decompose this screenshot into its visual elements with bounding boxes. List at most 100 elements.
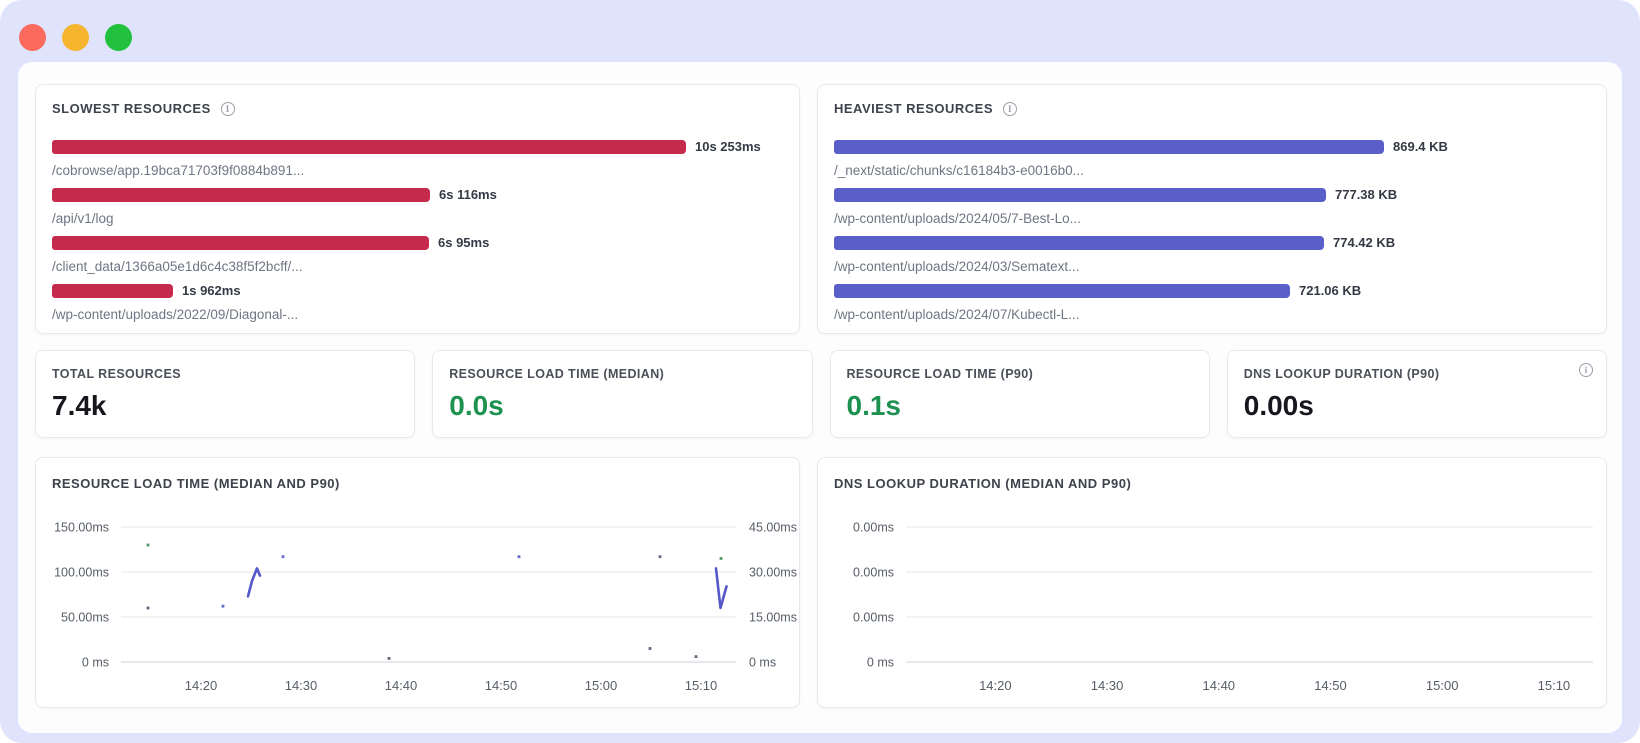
x-axis-tick-label: 14:50 <box>485 678 518 693</box>
left-axis-tick-label: 150.00ms <box>54 521 109 535</box>
left-axis-tick-label: 0 ms <box>867 656 894 670</box>
stat-value: 0.0s <box>449 390 504 421</box>
slowest-bar-list: 10s 253ms/cobrowse/app.19bca71703f9f0884… <box>52 139 783 331</box>
x-axis-tick-label: 14:40 <box>385 678 418 693</box>
zoom-window-button[interactable] <box>105 24 132 51</box>
x-axis-tick-label: 14:50 <box>1314 678 1347 693</box>
bar-value-label: 721.06 KB <box>1299 283 1362 298</box>
bar-row: 777.38 KB <box>834 187 1590 202</box>
chart-data-point <box>387 657 391 660</box>
resource-url[interactable]: /wp-content/uploads/2022/09/Diagonal-... <box>52 307 299 322</box>
resource-bar[interactable] <box>52 187 430 202</box>
x-axis-tick-label: 15:00 <box>585 678 618 693</box>
bar-row: 1s 962ms <box>52 283 783 298</box>
resource-bar[interactable] <box>834 187 1326 202</box>
chart-data-point <box>221 604 225 608</box>
stat-card-dns-lookup-duration-p90: DNS LOOKUP DURATION (P90) 0.00s i <box>1226 350 1607 438</box>
stat-card-resource-load-time-median: RESOURCE LOAD TIME (MEDIAN) 0.0s <box>432 350 813 438</box>
close-window-button[interactable] <box>19 24 46 51</box>
left-axis-tick-label: 50.00ms <box>61 611 109 625</box>
window-controls <box>19 24 132 51</box>
dashboard-panel: SLOWEST RESOURCES i 10s 253ms/cobrowse/a… <box>18 62 1622 733</box>
chart-title: DNS LOOKUP DURATION (MEDIAN AND P90) <box>834 476 1131 491</box>
resource-bar-item: 6s 116ms/api/v1/log <box>52 187 783 235</box>
resource-url[interactable]: /wp-content/uploads/2024/05/7-Best-Lo... <box>834 211 1081 226</box>
dns-lookup-duration-chart-card: DNS LOOKUP DURATION (MEDIAN AND P90) 0.0… <box>817 457 1607 708</box>
panel-title-text: SLOWEST RESOURCES <box>52 101 211 116</box>
resource-load-time-chart: 150.00ms 45.00ms 100.00ms 30.00ms 50.00ms 15.… <box>54 521 797 694</box>
info-icon[interactable]: i <box>1579 363 1593 377</box>
stat-title: TOTAL RESOURCES <box>52 367 181 381</box>
resource-url[interactable]: /cobrowse/app.19bca71703f9f0884b891... <box>52 163 305 178</box>
stat-value: 7.4k <box>52 390 107 421</box>
resource-bar[interactable] <box>834 139 1384 154</box>
right-axis-tick-label: 45.00ms <box>749 521 797 535</box>
panel-title-text: HEAVIEST RESOURCES <box>834 101 994 116</box>
resource-bar[interactable] <box>834 283 1290 298</box>
x-axis-tick-label: 15:00 <box>1426 678 1459 693</box>
resource-bar[interactable] <box>52 139 686 154</box>
bar-value-label: 6s 116ms <box>439 187 497 202</box>
chart-line-segment <box>714 567 728 610</box>
resource-bar-item: 774.42 KB/wp-content/uploads/2024/03/Sem… <box>834 235 1590 283</box>
x-axis-tick-label: 14:30 <box>285 678 318 693</box>
resource-load-time-chart-card: RESOURCE LOAD TIME (MEDIAN AND P90) 150.… <box>35 457 800 708</box>
right-axis-tick-label: 15.00ms <box>749 611 797 625</box>
stats-row: TOTAL RESOURCES 7.4k RESOURCE LOAD TIME (M… <box>35 350 1607 438</box>
chart-line-segment <box>246 567 262 598</box>
resource-url[interactable]: /_next/static/chunks/c16184b3-e0016b0... <box>834 163 1084 178</box>
stat-title: RESOURCE LOAD TIME (P90) <box>846 367 1034 381</box>
heaviest-resources-title: HEAVIEST RESOURCES i <box>834 101 1590 116</box>
x-axis-tick-label: 15:10 <box>685 678 718 693</box>
right-axis-tick-label: 30.00ms <box>749 566 797 580</box>
resource-bar-item: 721.06 KB/wp-content/uploads/2024/07/Kub… <box>834 283 1590 331</box>
stat-title: DNS LOOKUP DURATION (P90) <box>1243 367 1440 381</box>
stat-card-total-resources: TOTAL RESOURCES 7.4k <box>35 350 416 438</box>
slowest-resources-card: SLOWEST RESOURCES i 10s 253ms/cobrowse/a… <box>35 84 800 334</box>
dns-lookup-duration-chart: 0.00ms 0.00ms 0.00ms 0 ms 14:20 14:30 14:40 14:… <box>853 521 1593 693</box>
chart-data-point <box>517 555 521 559</box>
resource-bar[interactable] <box>834 235 1324 250</box>
resource-url[interactable]: /wp-content/uploads/2024/03/Sematext... <box>834 259 1080 274</box>
bar-row: 774.42 KB <box>834 235 1590 250</box>
resource-url[interactable]: /api/v1/log <box>52 211 114 226</box>
chart-data-point <box>648 647 652 650</box>
left-axis-tick-label: 0.00ms <box>853 521 894 535</box>
x-axis-tick-label: 14:20 <box>979 678 1012 693</box>
resource-bar-item: 869.4 KB /_next/static/chunks/c16184b3-e0… <box>834 139 1590 187</box>
info-icon[interactable]: i <box>1003 101 1018 116</box>
resource-bar-item: 1s 962ms/wp-content/uploads/2022/09/Diag… <box>52 283 783 331</box>
bar-value-label: 774.42 KB <box>1333 235 1396 250</box>
chart-data-point <box>146 606 150 610</box>
resource-bar[interactable] <box>52 283 173 298</box>
stat-value: 0.00s <box>1243 390 1314 421</box>
chart-data-point <box>719 557 723 560</box>
left-axis-tick-label: 0 ms <box>82 656 109 670</box>
resource-url[interactable]: /wp-content/uploads/2024/07/Kubectl-L... <box>834 307 1080 322</box>
minimize-window-button[interactable] <box>62 24 89 51</box>
info-icon[interactable]: i <box>220 101 235 116</box>
left-axis-tick-label: 100.00ms <box>54 566 109 580</box>
bar-value-label: 10s 253ms <box>695 139 761 154</box>
bar-value-label: 869.4 KB <box>1393 139 1448 154</box>
bar-value-label: 777.38 KB <box>1335 187 1398 202</box>
slowest-resources-title: SLOWEST RESOURCES i <box>52 101 783 116</box>
resource-bar[interactable] <box>52 235 429 250</box>
right-axis-tick-label: 0 ms <box>749 656 776 670</box>
x-axis-tick-label: 14:40 <box>1203 678 1236 693</box>
chart-data-point <box>146 543 150 547</box>
resource-url[interactable]: /client_data/1366a05e1d6c4c38f5f2bcff/..… <box>52 259 303 274</box>
chart-title: RESOURCE LOAD TIME (MEDIAN AND P90) <box>52 476 340 491</box>
stat-card-resource-load-time-p90: RESOURCE LOAD TIME (P90) 0.1s <box>829 350 1210 438</box>
bar-row: 869.4 KB <box>834 139 1590 154</box>
bar-row: 6s 116ms <box>52 187 783 202</box>
heaviest-resources-card: HEAVIEST RESOURCES i 869.4 KB /_next/stat… <box>817 84 1607 334</box>
x-axis-tick-label: 15:10 <box>1538 678 1571 693</box>
chart-data-point <box>281 555 285 559</box>
chart-title-text: RESOURCE LOAD TIME (MEDIAN AND P90) <box>52 476 340 491</box>
bar-value-label: 1s 962ms <box>182 283 241 298</box>
bar-value-label: 6s 95ms <box>438 235 490 250</box>
resource-bar-item: 10s 253ms/cobrowse/app.19bca71703f9f0884… <box>52 139 783 187</box>
stat-title: RESOURCE LOAD TIME (MEDIAN) <box>449 367 665 381</box>
left-axis-tick-label: 0.00ms <box>853 566 894 580</box>
